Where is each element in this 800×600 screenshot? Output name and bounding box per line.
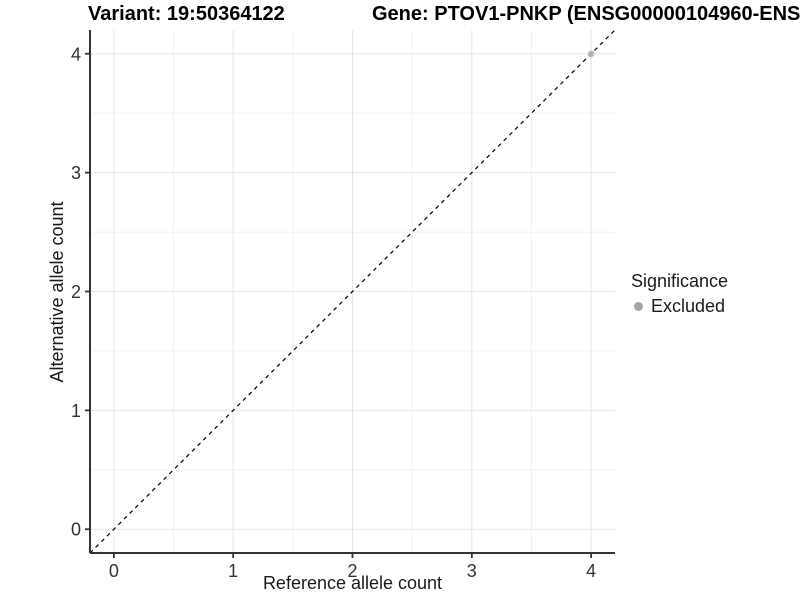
x-tick-label-1: 1 (228, 561, 238, 581)
y-tick-label-1: 1 (71, 401, 81, 421)
data-point-excluded (587, 50, 595, 58)
x-tick-label-3: 3 (467, 561, 477, 581)
legend-item-label: Excluded (651, 296, 726, 316)
x-axis-title: Reference allele count (262, 573, 443, 593)
x-tick-label-0: 0 (109, 561, 119, 581)
y-axis-title: Alternative allele count (47, 201, 67, 383)
y-tick-label-2: 2 (71, 282, 81, 302)
y-tick-label-0: 0 (71, 520, 81, 540)
legend-title: Significance (631, 271, 729, 291)
x-tick-label-2: 2 (347, 561, 357, 581)
variant-title: Variant: 19:50364122 (88, 3, 285, 25)
legend: Significance Excluded (631, 271, 728, 317)
y-tick-label-4: 4 (71, 44, 81, 64)
identity-line (89, 29, 616, 554)
gene-title: Gene: PTOV1-PNKP (ENSG00000104960-ENS (372, 3, 800, 25)
x-tick-label-4: 4 (586, 561, 596, 581)
legend-item-excluded: Excluded (631, 296, 728, 317)
excluded-point-icon (634, 302, 643, 311)
y-tick-label-3: 3 (71, 163, 81, 183)
